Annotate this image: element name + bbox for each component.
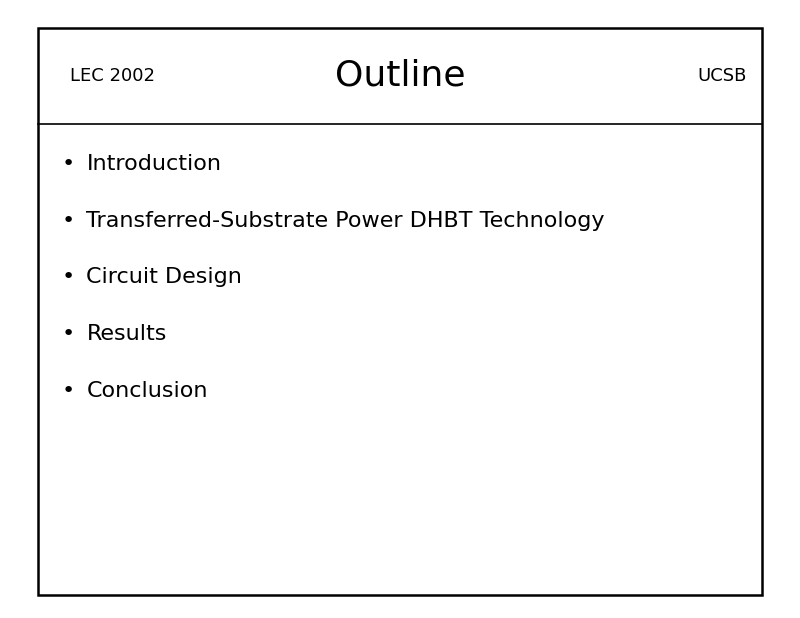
Text: UCSB: UCSB [698, 67, 747, 85]
Text: Circuit Design: Circuit Design [86, 268, 242, 287]
Text: Conclusion: Conclusion [86, 381, 208, 401]
Text: •: • [62, 211, 74, 231]
Text: Outline: Outline [334, 59, 466, 93]
Text: Results: Results [86, 324, 166, 344]
Text: •: • [62, 381, 74, 401]
Text: LEC 2002: LEC 2002 [70, 67, 155, 85]
Text: •: • [62, 268, 74, 287]
Text: •: • [62, 154, 74, 174]
Text: •: • [62, 324, 74, 344]
Text: Transferred-Substrate Power DHBT Technology: Transferred-Substrate Power DHBT Technol… [86, 211, 605, 231]
Text: Introduction: Introduction [86, 154, 222, 174]
